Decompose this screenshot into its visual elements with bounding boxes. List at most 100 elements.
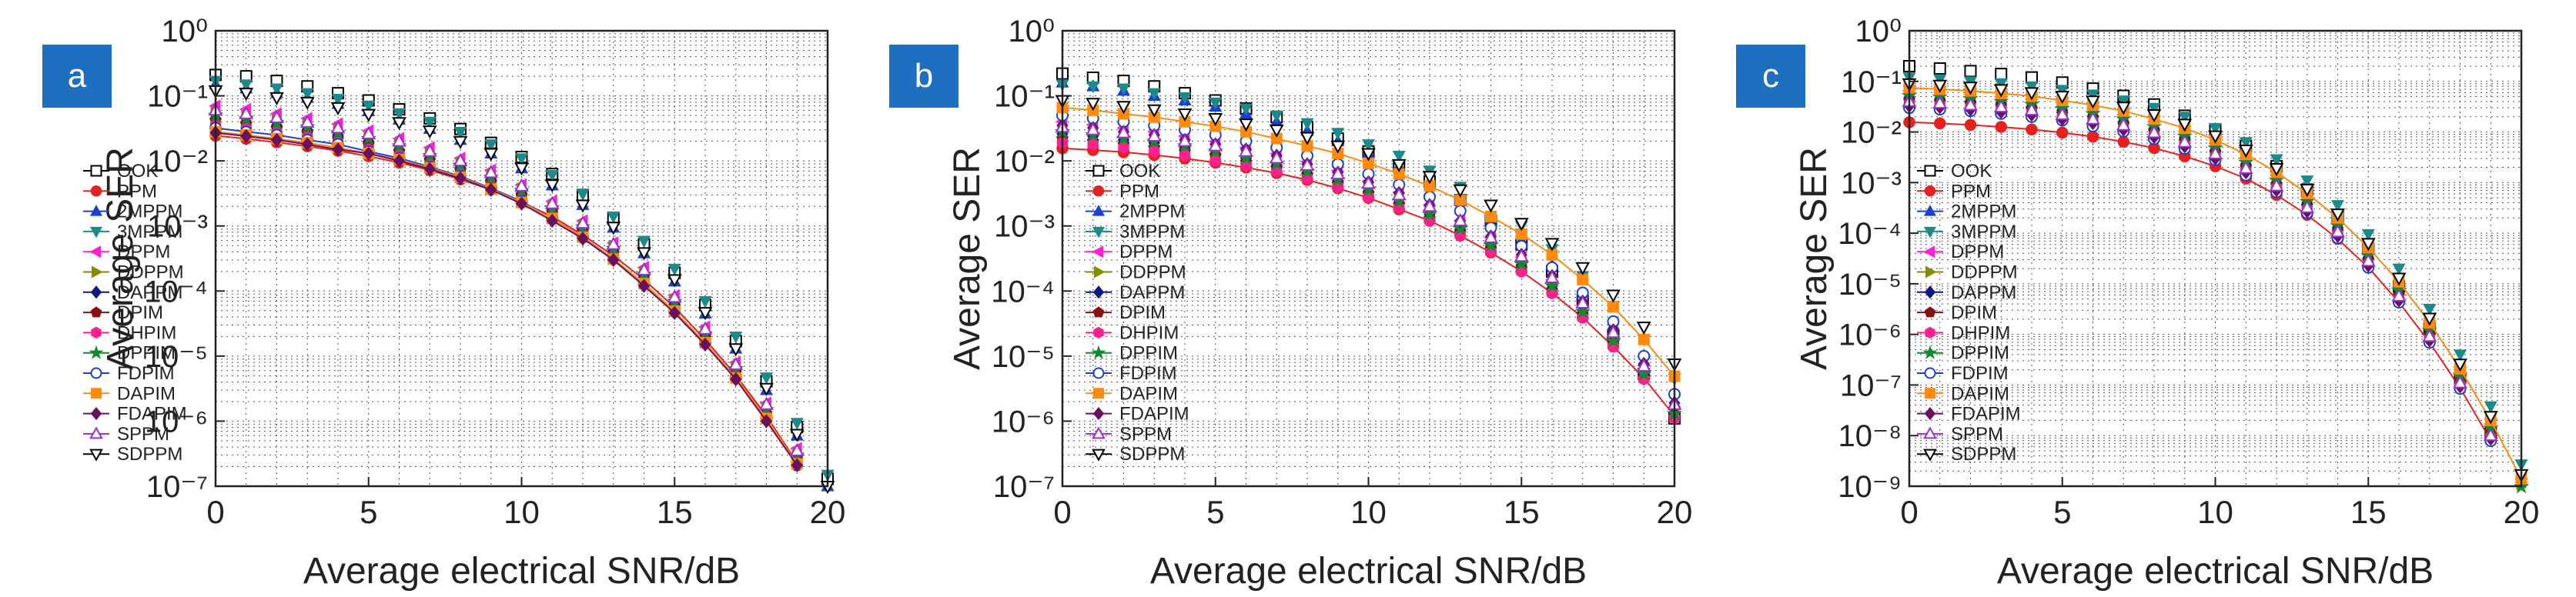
y-tick-label: 10⁻⁵ <box>145 340 208 374</box>
data-point <box>668 305 681 320</box>
data-point <box>422 125 437 139</box>
data-point <box>2086 89 2100 102</box>
legend-marker <box>1093 388 1104 399</box>
legend-marker <box>91 265 103 278</box>
x-axis-title: Average electrical SNR/dB <box>1997 551 2434 592</box>
legend-marker <box>1092 449 1106 462</box>
data-point <box>2422 329 2437 342</box>
legend-label: DPPM <box>117 242 170 262</box>
legend-item: DAPIM <box>1086 383 1178 404</box>
data-point <box>637 235 651 248</box>
data-point <box>2025 81 2039 94</box>
data-point <box>728 356 744 370</box>
legend-marker <box>1092 367 1105 379</box>
data-point <box>2024 87 2039 101</box>
panel-label: b <box>915 57 933 95</box>
data-point <box>667 263 681 276</box>
x-tick-label: 0 <box>1900 494 1918 530</box>
data-point <box>2055 106 2070 120</box>
legend-item: 2MPPM <box>1086 202 1185 222</box>
data-point <box>2177 134 2193 148</box>
y-tick-label: 10⁻⁴ <box>144 275 208 309</box>
legend-label: 2MPPM <box>1119 202 1185 222</box>
y-tick-label: 10⁻⁸ <box>1838 419 1902 453</box>
data-point <box>1330 165 1346 180</box>
legend-marker <box>1923 245 1935 258</box>
series-dpim <box>209 114 804 465</box>
data-point <box>2361 228 2375 242</box>
data-point <box>1514 218 1529 232</box>
panel-label-box <box>1736 45 1805 108</box>
legend-label: DPPM <box>1951 242 2004 262</box>
data-point <box>1330 140 1346 154</box>
data-point <box>789 429 805 442</box>
legend: OOKPPM2MPPM3MPPMDPPMDDPPMDAPPMDPIMDHPIMD… <box>1917 161 2021 465</box>
legend-label: PPM <box>1951 181 1991 202</box>
data-point <box>546 213 558 228</box>
data-point <box>1544 277 1561 293</box>
legend-label: DHPIM <box>117 322 176 343</box>
data-point <box>1575 262 1591 275</box>
y-tick-label: 10⁰ <box>1008 15 1055 48</box>
legend-item: FDPIM <box>83 363 175 384</box>
x-tick-label: 20 <box>810 494 846 530</box>
x-tick-label: 10 <box>503 494 540 530</box>
legend-label: DPPIM <box>117 343 176 364</box>
data-point <box>1178 92 1192 105</box>
y-tick-label: 10⁻⁹ <box>1838 470 1902 504</box>
legend-item: DDPPM <box>1917 262 2018 283</box>
data-point <box>361 125 376 139</box>
data-point <box>729 331 743 344</box>
data-point <box>2453 375 2467 389</box>
legend-item: 2MPPM <box>1917 202 2016 222</box>
x-tick-label: 0 <box>1053 494 1071 530</box>
x-tick-label: 10 <box>2197 494 2233 530</box>
data-point <box>1422 198 1437 212</box>
series-dapim <box>209 125 803 470</box>
data-point <box>483 148 499 162</box>
panel-label: a <box>68 57 87 95</box>
legend-label: 2MPPM <box>117 202 182 222</box>
data-point <box>2269 178 2284 192</box>
data-point <box>515 196 528 211</box>
data-point <box>759 382 774 396</box>
legend-label: SDPPM <box>1951 444 2016 465</box>
data-point <box>728 343 744 357</box>
data-point <box>2330 208 2345 222</box>
data-point <box>453 126 467 139</box>
series-sppm <box>1902 93 2498 442</box>
y-tick-label: 10⁻⁴ <box>991 275 1055 309</box>
legend-marker <box>1092 245 1104 258</box>
y-tick-label: 10⁻⁵ <box>1838 268 1902 302</box>
legend-item: 2MPPM <box>83 202 182 222</box>
data-point <box>300 88 314 101</box>
data-point <box>1453 212 1468 226</box>
data-point <box>576 188 590 202</box>
data-point <box>1300 118 1314 131</box>
data-point <box>2086 130 2099 143</box>
legend-marker <box>1924 367 1936 379</box>
data-point <box>760 414 773 429</box>
data-point <box>1963 82 1978 95</box>
legend-label: SPPM <box>117 424 169 445</box>
data-point <box>2056 85 2069 97</box>
x-tick-label: 20 <box>2504 494 2540 530</box>
legend-label: FDAPIM <box>117 404 187 425</box>
data-point <box>1484 229 1498 243</box>
data-point <box>2270 154 2283 167</box>
data-point <box>269 92 284 105</box>
data-point <box>1179 149 1191 162</box>
data-point <box>1239 118 1253 132</box>
legend-item: DPPM <box>1917 242 2004 262</box>
legend-item: 3MPPM <box>83 222 182 242</box>
legend-marker <box>1925 326 1935 339</box>
data-point <box>1300 157 1315 172</box>
data-point <box>699 337 711 352</box>
legend-label: 2MPPM <box>1951 202 2016 222</box>
x-tick-label: 5 <box>2053 494 2071 530</box>
legend-label: DPPIM <box>1119 343 1178 364</box>
x-tick-label: 10 <box>1350 494 1387 530</box>
data-point <box>301 137 313 152</box>
data-point <box>423 162 436 176</box>
data-point <box>1995 68 2008 81</box>
